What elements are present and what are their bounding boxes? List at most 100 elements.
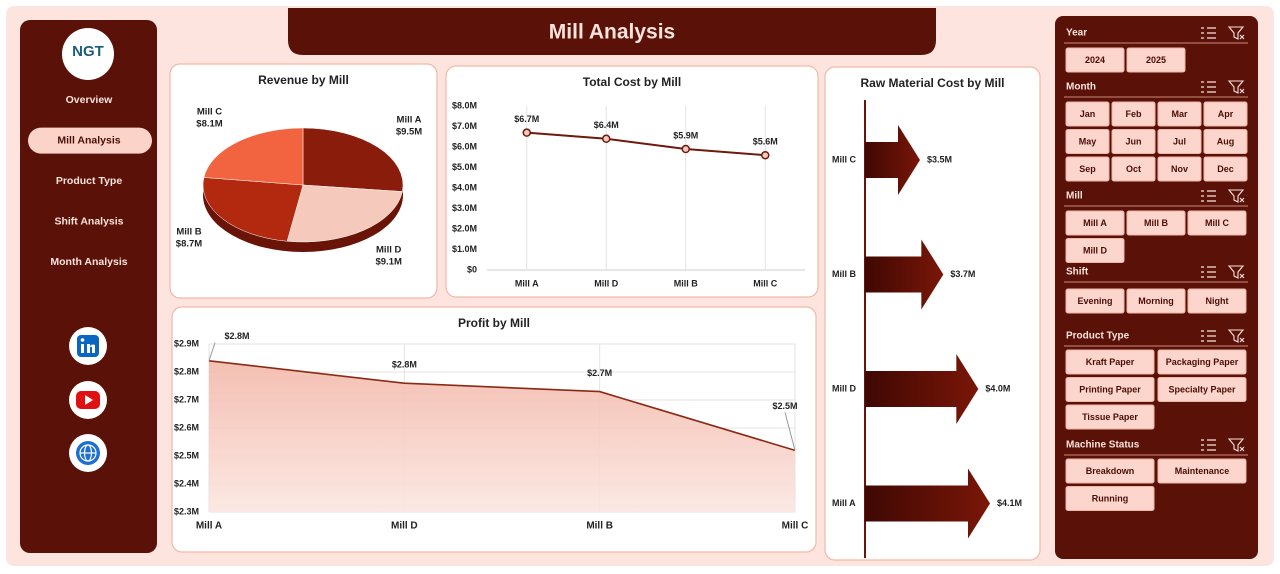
slicer-button-label[interactable]: Jul [1173,136,1186,146]
nav-item[interactable]: Mill Analysis [57,134,120,146]
slicer-button-label[interactable]: 2024 [1085,55,1105,65]
pie-slice [286,184,403,243]
slicer-button[interactable] [1065,349,1155,375]
slicer-button[interactable] [1065,101,1110,127]
slicer-button[interactable] [1157,458,1247,484]
clear-filter-icon[interactable] [1227,80,1245,94]
page-title: Mill Analysis [549,21,675,44]
leader-line [208,342,216,361]
x-tick-label: Mill A [515,278,539,288]
value-label: $5.9M [673,130,698,140]
slicer-button-label[interactable]: Night [1206,296,1229,306]
slicer-button-label[interactable]: Mill A [1083,218,1107,228]
slicer-button[interactable] [1065,404,1155,430]
nav-item[interactable]: Overview [66,94,114,106]
slicer-button[interactable] [1187,288,1247,314]
slicer-button-label[interactable]: Mill C [1205,218,1229,228]
slicer-button-label[interactable]: Tissue Paper [1082,412,1138,422]
slicer-button[interactable] [1065,486,1155,511]
slicer-button[interactable] [1111,101,1156,127]
clear-filter-icon[interactable] [1227,329,1245,343]
slicer-button[interactable] [1065,288,1125,314]
pie-value-label: $9.5M [396,126,422,137]
bar-arrow [865,354,979,424]
slicer-button-label[interactable]: Mill B [1144,218,1168,228]
nav-item[interactable]: Shift Analysis [54,216,123,228]
chart-title: Revenue by Mill [258,73,349,87]
slicer-button[interactable] [1065,238,1125,263]
slicer-button[interactable] [1126,288,1186,314]
pie-label: Mill A [397,114,422,125]
slicer-button-label[interactable]: Mill D [1083,245,1107,255]
value-label: $2.8M [392,360,417,370]
pie-value-label: $9.1M [375,256,401,267]
linkedin-glyph [81,344,84,353]
multi-select-icon[interactable] [1201,266,1216,278]
multi-select-icon[interactable] [1201,439,1216,451]
slicer-button[interactable] [1203,101,1248,127]
slicer-button-label[interactable]: Maintenance [1175,466,1230,476]
slicer-button[interactable] [1065,129,1110,154]
slicer-button-label[interactable]: Jan [1080,109,1096,119]
slicer-button[interactable] [1065,377,1155,402]
clear-filter-icon[interactable] [1227,265,1245,279]
slicer-button[interactable] [1203,156,1248,182]
slicer-button[interactable] [1157,349,1247,375]
slicer-button-label[interactable]: Specialty Paper [1168,384,1236,394]
slicer-button-label[interactable]: Evening [1077,296,1112,306]
slicer-button-label[interactable]: Jun [1125,136,1141,146]
slicer-button-label[interactable]: Oct [1126,164,1141,174]
slicer-button-label[interactable]: Aug [1217,136,1235,146]
slicer-button-label[interactable]: Dec [1217,164,1234,174]
clear-filter-icon[interactable] [1227,438,1245,452]
logo-text: NGT [72,43,104,60]
slicer-button[interactable] [1203,129,1248,154]
x-tick-label: Mill C [782,521,809,532]
slicer-button-label[interactable]: Running [1092,493,1129,503]
slicer-button-label[interactable]: Feb [1125,109,1142,119]
slicer-button-label[interactable]: Packaging Paper [1166,357,1239,367]
slicer-button-label[interactable]: Mar [1171,109,1188,119]
slicer-button[interactable] [1157,129,1202,154]
slicer-button[interactable] [1157,156,1202,182]
clear-filter-icon[interactable] [1227,189,1245,203]
chart-title: Profit by Mill [458,316,530,330]
slicer-button-label[interactable]: Nov [1171,164,1188,174]
slicer-button[interactable] [1065,458,1155,484]
nav-item[interactable]: Month Analysis [50,256,127,268]
pie-slice [302,127,404,192]
slicer-title: Year [1066,28,1087,39]
slicer-button[interactable] [1065,210,1125,236]
multi-select-icon[interactable] [1201,190,1216,202]
nav-item[interactable]: Product Type [56,175,122,187]
slicer-button-label[interactable]: 2025 [1146,55,1166,65]
slicer-button-label[interactable]: Sep [1079,164,1096,174]
multi-select-icon[interactable] [1201,81,1216,93]
slicer-button[interactable] [1187,210,1247,236]
value-label: $4.1M [997,498,1022,508]
slicer-button-label[interactable]: Apr [1218,109,1234,119]
y-tick-label: $2.4M [174,478,199,488]
slicer-button-label[interactable]: Printing Paper [1079,384,1141,394]
y-tick-label: $2.7M [174,394,199,404]
slicer-button-label[interactable]: May [1079,136,1097,146]
slicer-button[interactable] [1126,47,1186,73]
multi-select-icon[interactable] [1201,330,1216,342]
slicer-button[interactable] [1111,129,1156,154]
multi-select-icon[interactable] [1201,27,1216,39]
clear-filter-icon[interactable] [1227,26,1245,40]
x-tick-label: Mill B [586,521,613,532]
linkedin-glyph [87,344,95,353]
slicer-button[interactable] [1157,377,1247,402]
slicer-button-label[interactable]: Morning [1138,296,1174,306]
slicer-button[interactable] [1111,156,1156,182]
value-label: $5.6M [753,137,778,147]
slicer-button-label[interactable]: Kraft Paper [1086,357,1135,367]
slicer-button[interactable] [1126,210,1186,236]
slicer-button[interactable] [1065,156,1110,182]
slicer-button-label[interactable]: Breakdown [1086,466,1135,476]
y-tick-label: Mill D [832,383,856,393]
slicer-button[interactable] [1065,47,1125,73]
value-label: $3.7M [950,269,975,279]
slicer-button[interactable] [1157,101,1202,127]
